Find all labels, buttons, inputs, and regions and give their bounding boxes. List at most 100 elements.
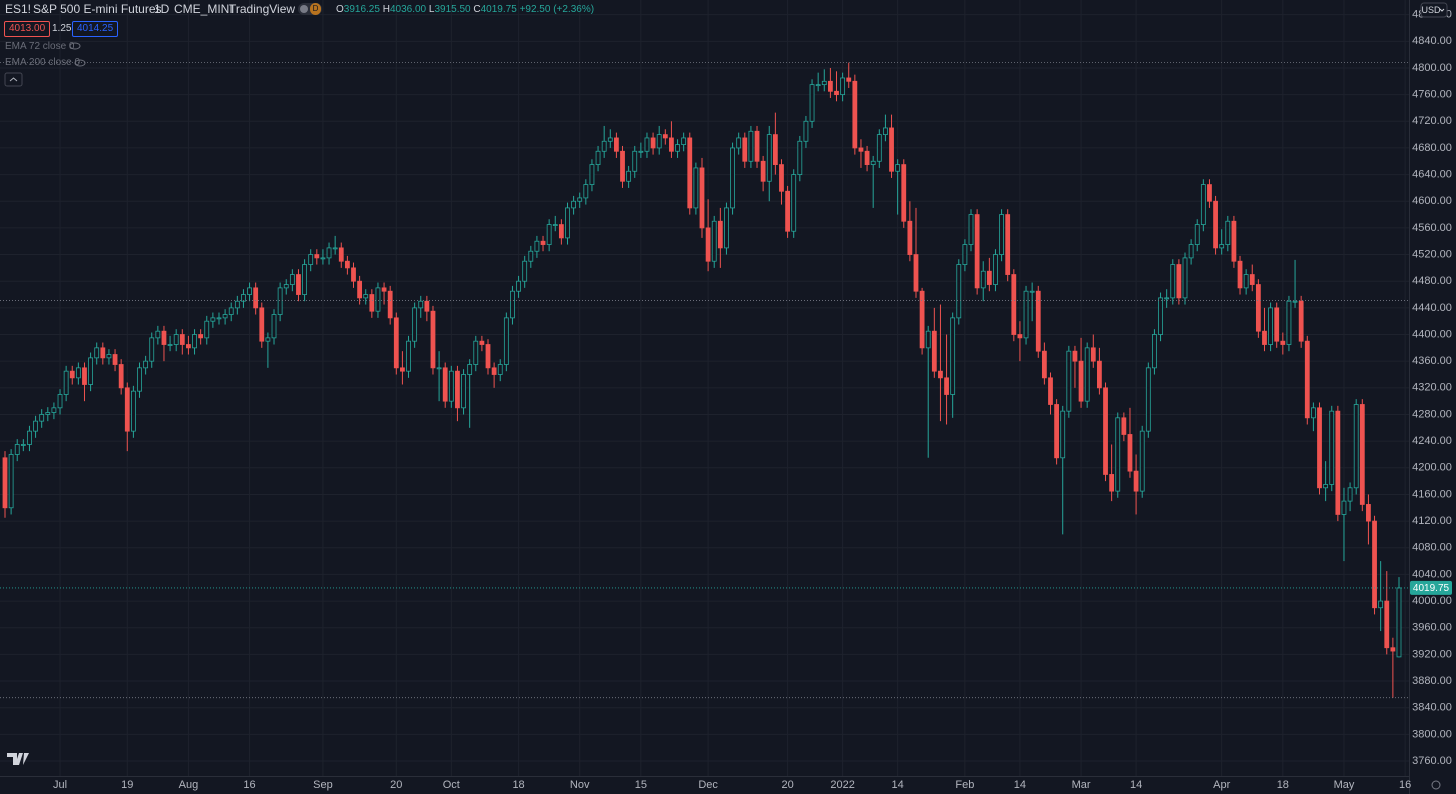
candle-body xyxy=(1023,290,1029,339)
market-status[interactable]: D xyxy=(298,3,322,15)
candle-body xyxy=(1304,340,1310,419)
candle-body xyxy=(186,344,191,349)
symbol: ES1! xyxy=(5,2,32,16)
candle-body xyxy=(418,300,424,309)
y-tick-label: 4240.00 xyxy=(1412,435,1452,447)
candle-body xyxy=(467,364,473,375)
ohlc-value: 3915.50 xyxy=(434,4,471,15)
candle-body xyxy=(314,254,320,259)
buy-button[interactable]: 4014.25 xyxy=(72,21,119,37)
candle-body xyxy=(681,137,687,146)
last-price-label: 4019.75 xyxy=(1413,583,1450,594)
indicator[interactable]: EMA 72 close 0 xyxy=(5,41,75,52)
symbol-name: S&P 500 E-mini Futures xyxy=(33,2,162,16)
candle-body xyxy=(222,314,228,319)
candle-body xyxy=(766,134,772,182)
candle-body xyxy=(124,387,130,432)
candle-body xyxy=(253,287,259,309)
candle-body xyxy=(754,130,760,162)
candle-body xyxy=(210,317,216,322)
indicator[interactable]: EMA 200 close 0 xyxy=(5,57,81,68)
tv-logo xyxy=(7,753,29,765)
candle-body xyxy=(63,370,69,395)
candle-body xyxy=(1219,244,1225,249)
candle-body xyxy=(204,320,210,339)
y-tick-label: 4200.00 xyxy=(1412,462,1452,474)
candle-body xyxy=(259,307,265,342)
candle-body xyxy=(473,340,479,365)
ohlc-label: H xyxy=(382,4,390,15)
candle-body xyxy=(118,364,124,389)
candle-body xyxy=(51,407,57,413)
candle-body xyxy=(938,370,943,379)
candle-body xyxy=(1121,417,1127,435)
x-tick-label: Dec xyxy=(698,779,718,791)
candle-body xyxy=(534,240,540,252)
candle-body xyxy=(925,330,931,349)
candle-body xyxy=(155,330,161,339)
x-tick-label: Mar xyxy=(1072,779,1091,791)
currency-button[interactable] xyxy=(1420,2,1448,18)
candle-body xyxy=(485,344,491,369)
x-tick-label: Apr xyxy=(1213,779,1230,791)
candle-body xyxy=(192,334,197,349)
candle-body xyxy=(968,214,974,245)
y-tick-label: 3760.00 xyxy=(1412,755,1452,767)
candle-body xyxy=(1115,417,1121,492)
candle-body xyxy=(351,267,356,282)
candle-body xyxy=(39,414,45,422)
candle-body xyxy=(82,367,87,385)
candle-body xyxy=(650,137,656,149)
candle-body xyxy=(357,280,363,299)
candle-body xyxy=(1310,407,1316,419)
candle-body xyxy=(577,197,583,202)
candle-body xyxy=(772,134,778,165)
y-tick-label: 4840.00 xyxy=(1412,35,1452,47)
candle-body xyxy=(803,120,809,142)
x-tick-label: 14 xyxy=(1014,779,1026,791)
candle-body xyxy=(1359,404,1365,505)
candle-body xyxy=(497,364,503,375)
gear[interactable] xyxy=(1431,780,1441,790)
y-tick-label: 4080.00 xyxy=(1412,542,1452,554)
candle-body xyxy=(130,390,136,432)
candle-body xyxy=(1066,350,1072,412)
candle-body xyxy=(846,77,852,82)
x-tick-label: Aug xyxy=(179,779,199,791)
x-tick-label: May xyxy=(1334,779,1355,791)
y-tick-label: 3920.00 xyxy=(1412,648,1452,660)
candle-body xyxy=(620,150,625,182)
sell-button[interactable]: 4013.00 xyxy=(4,21,51,37)
y-tick-label: 3840.00 xyxy=(1412,702,1452,714)
candle-body xyxy=(461,374,466,409)
candle-body xyxy=(8,454,14,509)
candles xyxy=(2,62,1402,698)
candle-body xyxy=(699,167,705,229)
candle-body xyxy=(387,290,393,319)
candle-body xyxy=(27,430,32,445)
candle-body xyxy=(430,310,436,369)
candle-body xyxy=(644,137,650,152)
candle-body xyxy=(1213,200,1218,249)
candle-body xyxy=(870,160,876,165)
candle-body xyxy=(614,137,619,152)
overlay xyxy=(0,62,1409,699)
candle-body xyxy=(730,147,735,209)
settings-icon[interactable] xyxy=(1431,780,1441,790)
candle-body xyxy=(2,457,8,509)
candle-body xyxy=(1384,600,1390,649)
x-tick-label: Sep xyxy=(313,779,333,791)
candle-body xyxy=(1145,367,1151,432)
candle-body xyxy=(406,340,411,372)
currency[interactable]: USD xyxy=(1421,5,1441,15)
candle-body xyxy=(338,247,344,262)
candle-body xyxy=(913,254,919,292)
x-tick-label: 20 xyxy=(781,779,793,791)
y-tick-label: 4400.00 xyxy=(1412,328,1452,340)
candle-body xyxy=(1127,434,1133,472)
status-dot xyxy=(300,5,308,13)
candle-body xyxy=(558,224,564,239)
x-tick-label: 18 xyxy=(1277,779,1289,791)
candle-body xyxy=(1353,404,1359,489)
